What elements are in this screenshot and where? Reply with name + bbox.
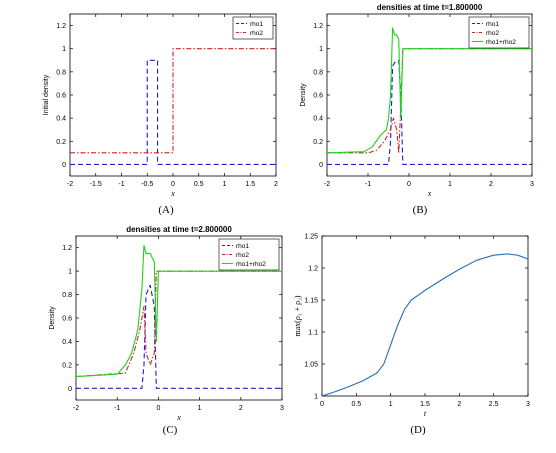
panel-caption: (C) (163, 424, 178, 436)
legend: rho1 rho2 rho1+rho2 (218, 238, 280, 271)
y-tick-label: 1.2 (308, 266, 318, 273)
y-tick-label: 0 (68, 386, 72, 393)
legend-label: rho2 (250, 30, 263, 37)
chart-title: densities at time t=1.800000 (377, 3, 483, 12)
y-tick-label: 0.2 (62, 362, 72, 369)
y-tick-label: 1.2 (62, 245, 72, 252)
series-line-rho1 (70, 59, 276, 165)
legend-label: rho1+rho2 (236, 261, 266, 268)
x-tick-label: 2 (489, 181, 493, 188)
x-tick-label: -2 (324, 181, 330, 188)
legend-label: rho1 (236, 243, 249, 250)
legend-label: rho1 (250, 21, 263, 28)
x-tick-label: -2 (67, 181, 73, 188)
legend-label: rho2 (236, 252, 249, 259)
x-axis-label: t (424, 409, 427, 418)
y-tick-label: 1.05 (304, 362, 318, 369)
panel-caption: (A) (158, 204, 174, 216)
legend: rho1 rho2 rho1+rho2 (468, 16, 530, 49)
y-tick-label: 0.6 (56, 93, 66, 100)
panel-caption: (D) (410, 424, 426, 436)
legend-box (232, 16, 274, 40)
y-tick-label: 0.6 (62, 316, 72, 323)
x-tick-label: 2.5 (489, 401, 499, 408)
y-tick-label: 1.15 (304, 298, 318, 305)
chart-panel-b: -2 -1 0 1 2 3 0 0.2 0.4 0.6 0.8 1 1.2 densities at ti… (300, 3, 534, 216)
y-tick-label: 0 (62, 162, 66, 169)
y-axis-label: Density (49, 306, 56, 330)
x-tick-label: -1 (365, 181, 371, 188)
x-tick-label: 0 (156, 405, 160, 412)
x-tick-label: 1 (389, 401, 393, 408)
y-tick-label: 0.2 (56, 139, 66, 146)
legend: rho1 rho2 (232, 16, 274, 40)
series-line-rho1+rho2 (326, 27, 532, 154)
x-tick-label: 2 (274, 181, 278, 188)
y-axis-label: max(ρ₁ + ρ₂) (293, 295, 302, 337)
chart-title: densities at time t=2.800000 (126, 225, 232, 234)
y-tick-label: 0.8 (62, 292, 72, 299)
x-tick-label: 0 (320, 401, 324, 408)
y-axis-label: Initial density (43, 74, 50, 115)
x-tick-label: -1 (114, 405, 120, 412)
y-tick-label: 0.4 (313, 116, 323, 123)
x-tick-label: 3 (526, 401, 530, 408)
series-line-rho1+rho2 (75, 244, 282, 378)
y-tick-label: 0.8 (313, 69, 323, 76)
y-tick-label: 1 (314, 394, 318, 401)
x-tick-label: -1 (118, 181, 124, 188)
legend-label: rho1 (486, 21, 499, 28)
y-tick-label: 1.25 (304, 234, 318, 241)
y-tick-label: 0 (319, 162, 323, 169)
series-line-rho1 (76, 284, 282, 389)
x-axis-label: x (170, 189, 175, 198)
series-line-rho2 (70, 48, 276, 154)
y-axis-label: Density (300, 83, 307, 107)
x-tick-label: -2 (73, 405, 79, 412)
x-axis-label: x (176, 413, 181, 422)
x-tick-label: 0.5 (351, 401, 361, 408)
x-tick-label: 1.5 (245, 181, 255, 188)
series-line-curve (321, 253, 529, 397)
x-tick-label: 1 (448, 181, 452, 188)
series-line-rho2 (75, 270, 282, 378)
legend-label: rho1+rho2 (486, 39, 516, 46)
chart-panel-c: -2 -1 0 1 2 3 0 0.2 0.4 0.6 0.8 1 1.2 densities at ti… (49, 225, 284, 436)
series-line-rho1 (327, 59, 532, 165)
x-tick-label: 2 (239, 405, 243, 412)
x-tick-label: -0.5 (141, 181, 153, 188)
x-tick-label: 3 (530, 181, 534, 188)
y-tick-label: 1.2 (56, 23, 66, 30)
panel-caption: (B) (413, 204, 428, 216)
x-tick-label: 0.5 (194, 181, 204, 188)
y-tick-label: 1 (62, 46, 66, 53)
y-tick-label: 0.4 (62, 339, 72, 346)
x-tick-label: 1 (223, 181, 227, 188)
x-tick-label: 0 (407, 181, 411, 188)
x-tick-label: 2 (457, 401, 461, 408)
chart-panel-d: 0 0.5 1 1.5 2 2.5 3 1 1.05 1.1 1.15 1.2 1.25 t max(ρ₁ … (293, 234, 530, 437)
y-tick-label: 0.2 (313, 139, 323, 146)
x-axis-label: x (427, 189, 432, 198)
y-tick-label: 1.2 (313, 23, 323, 30)
legend-label: rho2 (486, 30, 499, 37)
y-tick-label: 0.8 (56, 69, 66, 76)
y-tick-label: 1 (319, 46, 323, 53)
y-tick-label: 1 (68, 269, 72, 276)
axes-frame (321, 235, 529, 397)
x-tick-label: 0 (171, 181, 175, 188)
chart-panel-a: -2 -1.5 -1 -0.5 0 0.5 1 1.5 2 0 0.2 0.4 0.6 0.8 1 1.2 x I… (43, 13, 278, 216)
x-tick-label: 3 (280, 405, 284, 412)
x-tick-label: 1.5 (420, 401, 430, 408)
y-tick-label: 0.4 (56, 116, 66, 123)
x-tick-label: -1.5 (90, 181, 102, 188)
x-tick-label: 1 (198, 405, 202, 412)
series-line-rho2 (327, 48, 532, 154)
y-tick-label: 0.6 (313, 93, 323, 100)
y-tick-label: 1.1 (308, 330, 318, 337)
